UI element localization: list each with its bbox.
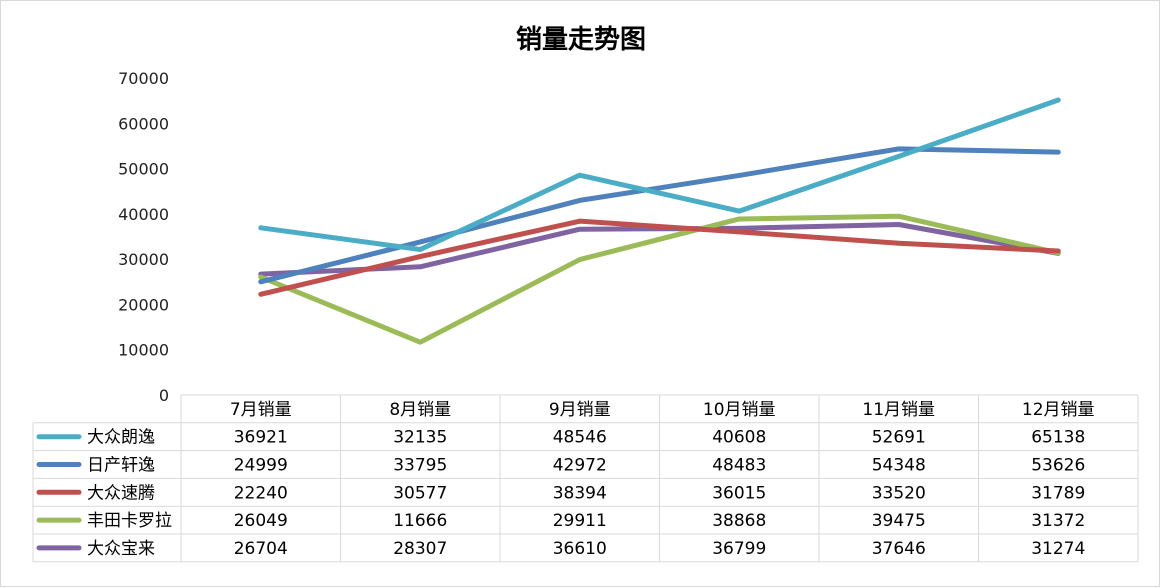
series-line-3 xyxy=(258,218,1061,297)
table-cell-value: 37646 xyxy=(872,539,926,559)
table-cell-value: 36015 xyxy=(712,483,766,503)
category-label: 9月销量 xyxy=(549,400,611,420)
table-cell-value: 36921 xyxy=(234,428,288,448)
y-tick-label: 0 xyxy=(159,386,169,405)
series-line-4 xyxy=(258,213,1061,345)
series-line-2 xyxy=(258,146,1061,285)
table-cell-value: 33795 xyxy=(393,456,447,476)
series-line-1 xyxy=(258,97,1061,252)
y-tick-label: 60000 xyxy=(118,114,169,133)
table-cell-value: 30577 xyxy=(393,483,447,503)
legend-label: 大众朗逸 xyxy=(87,428,155,448)
y-tick-label: 10000 xyxy=(118,341,169,360)
legend-label: 日产轩逸 xyxy=(87,456,155,476)
category-label: 8月销量 xyxy=(389,400,451,420)
table-cell-value: 42972 xyxy=(553,456,607,476)
category-label: 7月销量 xyxy=(230,400,292,420)
chart-title: 销量走势图 xyxy=(516,25,646,55)
legend-label: 丰田卡罗拉 xyxy=(87,511,172,531)
table-cell-value: 32135 xyxy=(393,428,447,448)
table-cell-value: 52691 xyxy=(872,428,926,448)
table-cell-value: 22240 xyxy=(234,483,288,503)
category-label: 10月销量 xyxy=(703,400,776,420)
table-cell-value: 28307 xyxy=(393,539,447,559)
table-cell-value: 36799 xyxy=(712,539,766,559)
table-cell-value: 29911 xyxy=(553,511,607,531)
category-label: 11月销量 xyxy=(862,400,935,420)
table-cell-value: 31372 xyxy=(1031,511,1085,531)
table-cell-value: 31789 xyxy=(1031,483,1085,503)
table-cell-value: 53626 xyxy=(1031,456,1085,476)
table-cell-value: 48546 xyxy=(553,428,607,448)
category-label: 12月销量 xyxy=(1022,400,1095,420)
table-cell-value: 38394 xyxy=(553,483,607,503)
y-tick-label: 40000 xyxy=(118,205,169,224)
table-cell-value: 38868 xyxy=(712,511,766,531)
y-tick-label: 50000 xyxy=(118,160,169,179)
table-cell-value: 26049 xyxy=(234,511,288,531)
y-tick-label: 30000 xyxy=(118,250,169,269)
table-cell-value: 31274 xyxy=(1031,539,1085,559)
table-cell-value: 40608 xyxy=(712,428,766,448)
legend-label: 大众速腾 xyxy=(87,483,155,503)
y-tick-label: 70000 xyxy=(118,69,169,88)
table-cell-value: 24999 xyxy=(234,456,288,476)
table-cell-value: 54348 xyxy=(872,456,926,476)
table-cell-value: 26704 xyxy=(234,539,288,559)
table-cell-value: 33520 xyxy=(872,483,926,503)
table-cell-value: 11666 xyxy=(393,511,447,531)
table-cell-value: 39475 xyxy=(872,511,926,531)
y-tick-label: 20000 xyxy=(118,295,169,314)
table-cell-value: 65138 xyxy=(1031,428,1085,448)
legend-label: 大众宝来 xyxy=(87,539,155,559)
table-cell-value: 48483 xyxy=(712,456,766,476)
table-cell-value: 36610 xyxy=(553,539,607,559)
